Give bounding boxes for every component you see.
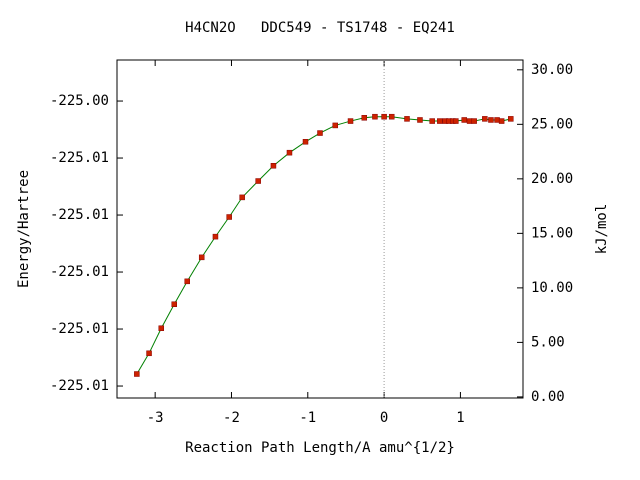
energy-curve [136, 116, 511, 375]
point [437, 118, 443, 124]
point [461, 117, 467, 123]
point [270, 163, 277, 169]
point [198, 254, 205, 261]
y2-axis-label: kJ/mol [594, 204, 610, 255]
point [302, 139, 309, 145]
point [286, 149, 293, 156]
y2-tick-label: 25.00 [531, 116, 573, 132]
point [429, 118, 435, 124]
x-tick-label: -2 [223, 410, 240, 426]
point [417, 117, 423, 123]
chart-title: H4CN2O DDC549 - TS1748 - EQ241 [185, 20, 455, 36]
point [494, 117, 500, 123]
point [184, 278, 190, 285]
point [453, 118, 459, 124]
point [212, 233, 219, 240]
x-tick-label: -3 [147, 410, 164, 426]
point [508, 116, 514, 122]
y-axis-label: Energy/Hartree [16, 170, 32, 288]
point [255, 178, 261, 184]
point [381, 113, 387, 120]
y-tick-label: -225.01 [50, 378, 109, 394]
point [134, 371, 140, 377]
point [404, 116, 410, 122]
x-tick-label: -1 [299, 410, 316, 426]
point [347, 118, 354, 124]
y-tick-label: -225.01 [50, 321, 109, 337]
x-tick-label: 1 [456, 410, 464, 426]
y-tick-label: -225.01 [50, 264, 109, 280]
y2-tick-label: 15.00 [531, 225, 573, 241]
point [332, 122, 339, 129]
point [466, 118, 473, 124]
point [488, 117, 494, 123]
y-tick-label: -225.00 [50, 93, 109, 109]
y2-tick-label: 0.00 [531, 389, 565, 405]
y-tick-label: -225.01 [50, 150, 109, 166]
point [388, 113, 395, 120]
point [372, 113, 378, 120]
y-tick-label: -225.01 [50, 207, 109, 223]
x-tick-label: 0 [380, 410, 388, 426]
point [239, 194, 245, 201]
point [171, 301, 177, 307]
point [482, 116, 488, 122]
y2-tick-label: 20.00 [531, 171, 573, 187]
plot-frame [116, 59, 524, 399]
point [498, 118, 505, 124]
y2-tick-label: 5.00 [531, 334, 565, 350]
point [471, 118, 477, 124]
point [317, 130, 323, 136]
point [361, 115, 368, 121]
y2-tick-label: 30.00 [531, 62, 573, 78]
point [146, 350, 152, 357]
x-axis-label: Reaction Path Length/A amu^{1/2} [185, 440, 455, 456]
point [226, 214, 232, 220]
point [158, 325, 165, 331]
y2-tick-label: 10.00 [531, 280, 573, 296]
